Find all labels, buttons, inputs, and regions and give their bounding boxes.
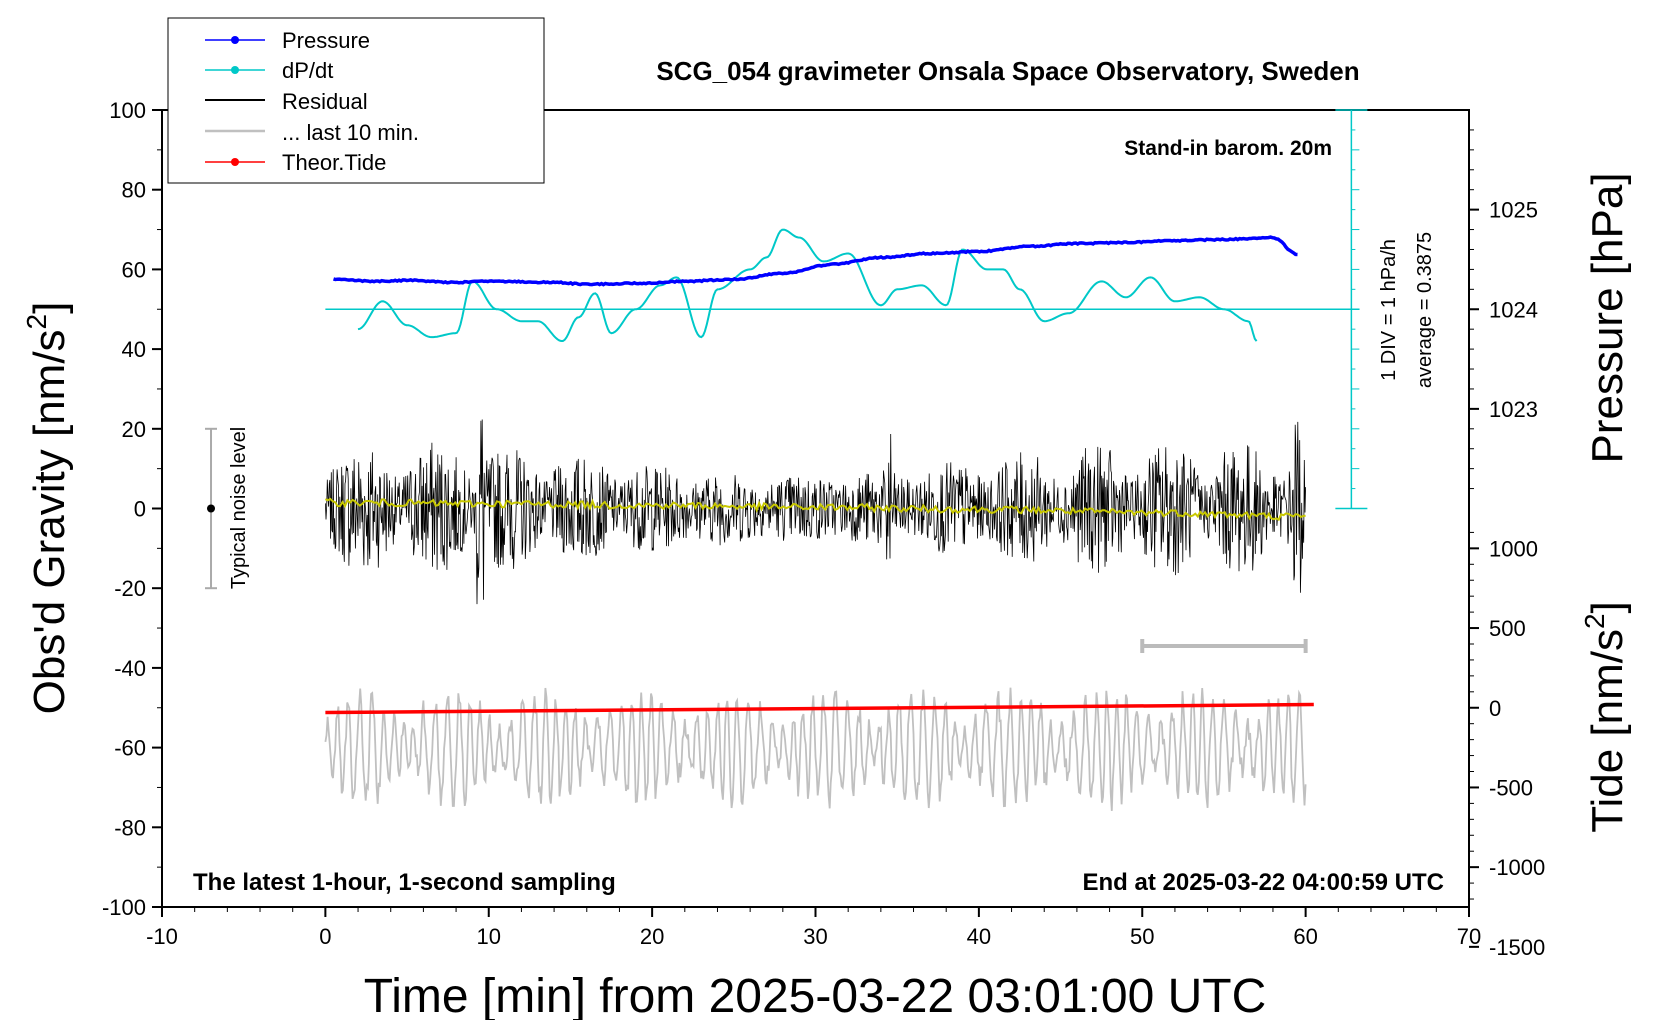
pressure-tick-label-0: 1025 bbox=[1489, 198, 1538, 223]
y-tick-label-2: 60 bbox=[122, 257, 146, 282]
tide-tick-label-3: -500 bbox=[1489, 775, 1533, 800]
tide-tick-label-4: -1000 bbox=[1489, 855, 1545, 880]
pressure-line bbox=[332, 235, 1298, 287]
tide-line bbox=[325, 702, 1314, 715]
noise-bar-center bbox=[207, 504, 216, 513]
legend-residual-label: Residual bbox=[282, 89, 368, 114]
pressure-axis-ticks: 1025 1024 1023 bbox=[1469, 129, 1538, 490]
y-tick-label-10: -100 bbox=[102, 895, 146, 920]
last10-series-layer bbox=[324, 687, 1307, 811]
y-axis-label-left: Obs'd Gravity [nm/s2] bbox=[21, 302, 74, 715]
tide-tick-label-0: 1000 bbox=[1489, 536, 1538, 561]
y-axis-ticks: 100 80 60 40 20 0 -20 -40 -60 -80 -100 bbox=[102, 98, 162, 920]
dpdt-average-annotation: average = 0.3875 bbox=[1414, 232, 1436, 388]
tide-tick-label-2: 0 bbox=[1489, 696, 1501, 721]
mean-series-layer bbox=[324, 497, 1306, 522]
tide-axis-ticks: 1000 500 0 -500 -1000 -1500 bbox=[1469, 531, 1545, 960]
dpdt-line bbox=[357, 228, 1258, 342]
y-axis-label-left-sup: 2 bbox=[21, 314, 52, 330]
x-tick-label-0: -10 bbox=[146, 924, 178, 949]
y-tick-label-7: -40 bbox=[114, 656, 146, 681]
x-tick-label-5: 40 bbox=[967, 924, 991, 949]
tide-axis-label-main: Tide [nm/s bbox=[1583, 629, 1632, 833]
y-tick-label-4: 20 bbox=[122, 417, 146, 442]
tide-tick-label-1: 500 bbox=[1489, 616, 1526, 641]
last10-line bbox=[324, 687, 1307, 811]
station-annotation: Stand-in barom. 20m bbox=[1124, 137, 1332, 160]
pressure-tick-label-1: 1024 bbox=[1489, 297, 1538, 322]
tide-axis-label-end: ] bbox=[1583, 601, 1632, 613]
tide-axis-label-sup: 2 bbox=[1579, 613, 1610, 629]
legend-last10-label: ... last 10 min. bbox=[282, 120, 419, 145]
legend-pressure-label: Pressure bbox=[282, 28, 370, 53]
x-tick-label-4: 30 bbox=[803, 924, 827, 949]
pressure-series-layer bbox=[332, 235, 1298, 287]
x-tick-label-2: 10 bbox=[477, 924, 501, 949]
end-time-annotation: End at 2025-03-22 04:00:59 UTC bbox=[1083, 869, 1445, 896]
y-tick-label-0: 100 bbox=[109, 98, 146, 123]
y-tick-label-8: -60 bbox=[114, 736, 146, 761]
tide-series-layer bbox=[325, 702, 1314, 715]
pressure-axis-label: Pressure [hPa] bbox=[1583, 172, 1632, 463]
y-tick-label-1: 80 bbox=[122, 178, 146, 203]
legend-pressure-marker bbox=[231, 36, 239, 44]
y-tick-label-5: 0 bbox=[134, 497, 146, 522]
legend-tide-marker bbox=[231, 158, 239, 166]
y-axis-label-left-end: ] bbox=[25, 302, 74, 314]
tide-tick-label-5: -1500 bbox=[1489, 935, 1545, 960]
tide-axis-label: Tide [nm/s2] bbox=[1579, 601, 1632, 833]
legend-dpdt-label: dP/dt bbox=[282, 58, 333, 83]
y-tick-label-3: 40 bbox=[122, 337, 146, 362]
legend-dpdt-marker bbox=[231, 66, 239, 74]
y-tick-label-9: -80 bbox=[114, 815, 146, 840]
x-tick-label-3: 20 bbox=[640, 924, 664, 949]
y-tick-label-6: -20 bbox=[114, 576, 146, 601]
x-axis-label: Time [min] from 2025-03-22 03:01:00 UTC bbox=[364, 970, 1267, 1020]
bars-layer bbox=[205, 427, 1308, 653]
legend: Pressure dP/dt Residual ... last 10 min.… bbox=[167, 17, 545, 184]
mean-line bbox=[324, 497, 1306, 522]
legend-tide-label: Theor.Tide bbox=[282, 150, 386, 175]
pressure-tick-label-2: 1023 bbox=[1489, 397, 1538, 422]
y-axis-label-left-main: Obs'd Gravity [nm/s bbox=[25, 329, 74, 714]
x-tick-label-8: 70 bbox=[1457, 924, 1481, 949]
sampling-annotation: The latest 1-hour, 1-second sampling bbox=[193, 869, 616, 896]
x-tick-label-6: 50 bbox=[1130, 924, 1154, 949]
x-tick-label-7: 60 bbox=[1293, 924, 1317, 949]
x-axis-ticks: -10 0 10 20 30 40 50 60 70 bbox=[146, 907, 1481, 949]
dpdt-series-layer bbox=[357, 228, 1258, 342]
chart-title: SCG_054 gravimeter Onsala Space Observat… bbox=[656, 56, 1359, 86]
x-tick-label-1: 0 bbox=[319, 924, 331, 949]
noise-annotation: Typical noise level bbox=[228, 427, 250, 589]
dpdt-scale-annotation: 1 DIV = 1 hPa/h bbox=[1378, 239, 1400, 381]
